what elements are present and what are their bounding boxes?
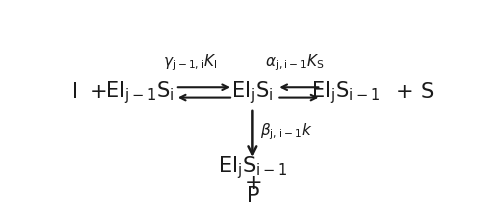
Text: $\mathrm{EI_jS_{i-1}}$: $\mathrm{EI_jS_{i-1}}$ <box>310 79 380 106</box>
Text: $\gamma_{\mathrm{j-1,i}}K_{\mathrm{I}}$: $\gamma_{\mathrm{j-1,i}}K_{\mathrm{I}}$ <box>163 52 218 73</box>
Text: $\mathrm{EI_jS_i}$: $\mathrm{EI_jS_i}$ <box>231 79 274 106</box>
Text: $\mathrm{EI_{j-1}S_i}$: $\mathrm{EI_{j-1}S_i}$ <box>105 79 175 106</box>
Text: $+$: $+$ <box>88 82 106 102</box>
Text: $\beta_{\mathrm{j,i-1}}k$: $\beta_{\mathrm{j,i-1}}k$ <box>260 122 313 142</box>
Text: $\mathrm{EI_jS_{i-1}}$: $\mathrm{EI_jS_{i-1}}$ <box>218 154 287 181</box>
Text: $+$: $+$ <box>244 173 261 193</box>
Text: $\alpha_{\mathrm{j,i-1}}K_{\mathrm{S}}$: $\alpha_{\mathrm{j,i-1}}K_{\mathrm{S}}$ <box>265 52 325 73</box>
Text: $+$: $+$ <box>395 82 412 102</box>
Text: $\mathrm{I}$: $\mathrm{I}$ <box>71 82 77 102</box>
Text: $\mathrm{S}$: $\mathrm{S}$ <box>420 82 434 102</box>
Text: $\mathrm{P}$: $\mathrm{P}$ <box>246 186 259 206</box>
